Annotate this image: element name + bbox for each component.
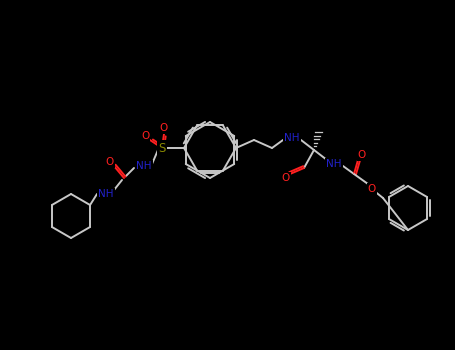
Text: S: S: [158, 141, 166, 154]
Text: NH: NH: [98, 189, 114, 199]
Text: O: O: [141, 131, 149, 141]
Text: O: O: [160, 123, 168, 133]
Text: O: O: [106, 157, 114, 167]
Text: O: O: [358, 150, 366, 160]
Text: NH: NH: [136, 161, 152, 171]
Text: O: O: [282, 173, 290, 183]
Text: O: O: [368, 184, 376, 194]
Text: NH: NH: [326, 159, 342, 169]
Text: NH: NH: [284, 133, 300, 143]
